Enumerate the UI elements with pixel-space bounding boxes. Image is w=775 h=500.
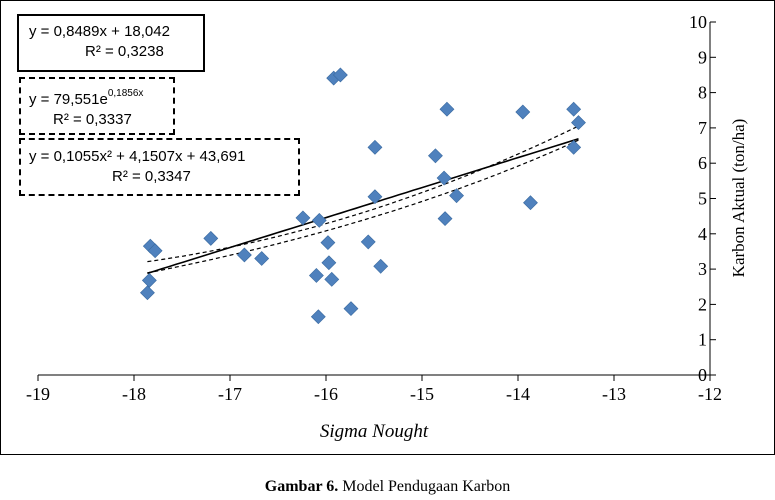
data-point bbox=[566, 101, 582, 117]
data-point bbox=[523, 195, 538, 211]
y-tick-label: 6 bbox=[698, 153, 707, 173]
data-point bbox=[308, 268, 324, 283]
data-point bbox=[439, 101, 455, 117]
data-point bbox=[321, 255, 337, 271]
data-point bbox=[571, 115, 586, 131]
x-axis-title: Sigma Nought bbox=[320, 421, 429, 442]
plot-area: -19 -18 -17 -16 -15 -14 -13 -120 1 2 3 4 5 6 7 8 9 10 bbox=[26, 12, 722, 404]
linear-trendline-equation-box: y = 0,8489x + 18,042 R² = 0,3238 bbox=[17, 14, 205, 72]
linear-equation: y = 0,8489x + 18,042 bbox=[29, 23, 170, 40]
figure-caption: Gambar 6. Model Pendugaan Karbon bbox=[0, 478, 775, 496]
figure-caption-text: Model Pendugaan Karbon bbox=[338, 478, 511, 495]
data-point bbox=[254, 251, 270, 266]
data-point bbox=[367, 189, 383, 205]
data-point bbox=[324, 271, 340, 287]
exponential-trendline-equation-box: y = 79,551e0,1856x R² = 0,3337 bbox=[19, 77, 175, 135]
linear-trendline bbox=[147, 138, 579, 275]
data-point bbox=[436, 170, 452, 186]
data-point bbox=[367, 139, 383, 155]
data-point bbox=[360, 234, 376, 250]
x-tick-label: -13 bbox=[602, 384, 626, 404]
x-tick-label: -15 bbox=[410, 384, 434, 404]
data-point bbox=[310, 309, 326, 325]
polynomial-trendline bbox=[147, 125, 579, 263]
y-tick-label: 10 bbox=[689, 12, 707, 32]
data-point bbox=[311, 212, 327, 228]
exponential-equation-exponent: 0,1856x bbox=[107, 88, 144, 99]
y-axis-title: Karbon Aktual (ton/ha) bbox=[729, 119, 748, 278]
y-tick-label: 5 bbox=[698, 189, 707, 209]
data-point bbox=[428, 148, 443, 164]
x-tick-label: -17 bbox=[218, 384, 242, 404]
data-point bbox=[437, 211, 453, 227]
x-tick-label: -14 bbox=[506, 384, 530, 404]
y-tick-label: 4 bbox=[698, 224, 707, 244]
y-tick-label: 3 bbox=[698, 259, 707, 279]
polynomial-r-squared: R² = 0,3347 bbox=[112, 168, 191, 185]
data-point bbox=[373, 258, 389, 274]
data-point bbox=[147, 243, 163, 259]
data-point bbox=[203, 230, 219, 246]
polynomial-trendline-equation-box: y = 0,1055x² + 4,1507x + 43,691 R² = 0,3… bbox=[19, 138, 300, 196]
data-point bbox=[566, 139, 582, 155]
data-point bbox=[236, 247, 252, 263]
x-tick-label: -18 bbox=[122, 384, 146, 404]
x-tick-label: -12 bbox=[698, 384, 722, 404]
data-points bbox=[140, 67, 586, 325]
linear-r-squared: R² = 0,3238 bbox=[85, 43, 164, 60]
data-point bbox=[343, 301, 359, 317]
figure-caption-label: Gambar 6. bbox=[264, 478, 339, 495]
y-tick-label: 8 bbox=[698, 83, 707, 103]
exponential-trendline bbox=[147, 139, 579, 274]
y-tick-label: 7 bbox=[698, 118, 707, 138]
data-point bbox=[449, 188, 464, 204]
y-tick-label: 0 bbox=[698, 365, 707, 385]
y-tick-label: 2 bbox=[698, 294, 707, 314]
exponential-equation: y = 79,551e0,1856x bbox=[29, 86, 173, 110]
data-point bbox=[320, 235, 336, 251]
x-tick-label: -16 bbox=[314, 384, 338, 404]
y-tick-label: 9 bbox=[698, 47, 707, 67]
x-tick-label: -19 bbox=[26, 384, 50, 404]
exponential-equation-base: y = 79,551e bbox=[29, 91, 108, 108]
exponential-r-squared: R² = 0,3337 bbox=[53, 111, 132, 128]
data-point bbox=[295, 210, 311, 226]
chart-border bbox=[0, 0, 775, 455]
data-point bbox=[515, 104, 531, 120]
data-point bbox=[140, 285, 155, 301]
y-tick-label: 1 bbox=[698, 330, 707, 350]
axes: -19 -18 -17 -16 -15 -14 -13 -120 1 2 3 4 5 6 7 8 9 10 bbox=[26, 12, 722, 404]
polynomial-equation: y = 0,1055x² + 4,1507x + 43,691 bbox=[29, 148, 246, 165]
chart-frame: -19 -18 -17 -16 -15 -14 -13 -120 1 2 3 4 5 6 7 8 9 10 Sig… bbox=[0, 0, 775, 455]
trendline-layer bbox=[147, 125, 579, 275]
data-point bbox=[332, 67, 348, 83]
